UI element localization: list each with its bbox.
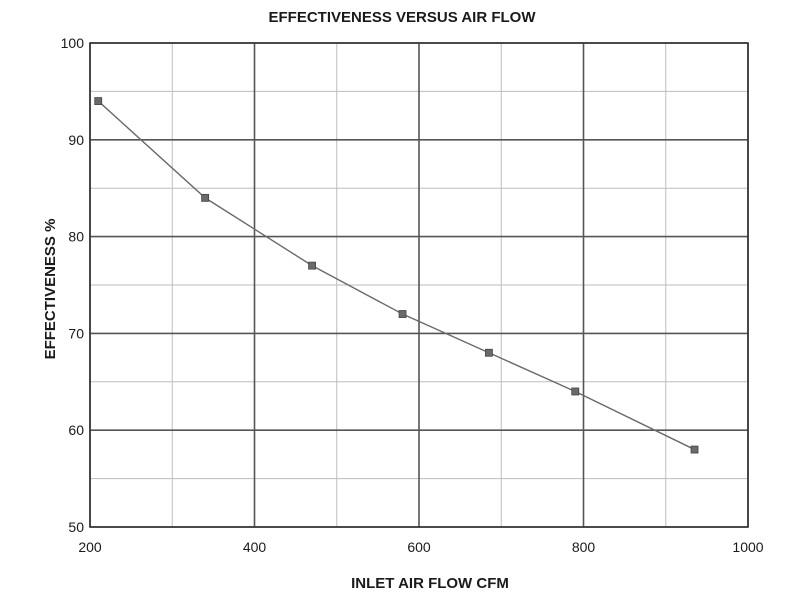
x-tick-label: 800 bbox=[572, 539, 596, 555]
data-point bbox=[485, 348, 493, 357]
data-point bbox=[201, 193, 210, 202]
y-tick-label: 70 bbox=[68, 325, 84, 341]
data-point bbox=[690, 445, 699, 454]
x-tick-label: 600 bbox=[407, 539, 431, 555]
y-tick-label: 90 bbox=[68, 132, 84, 148]
y-tick-label: 100 bbox=[61, 35, 85, 51]
data-point bbox=[398, 310, 407, 318]
data-point bbox=[308, 261, 316, 270]
chart-title: EFFECTIVENESS VERSUS AIR FLOW bbox=[269, 9, 537, 26]
series-line bbox=[97, 100, 695, 451]
x-tick-label: 200 bbox=[78, 539, 102, 555]
data-point bbox=[571, 387, 580, 396]
y-tick-label: 60 bbox=[68, 422, 84, 438]
y-axis-ticks: 50 60 70 80 90 100 bbox=[61, 35, 85, 535]
x-axis-ticks: 200 400 600 800 1000 bbox=[78, 539, 763, 555]
x-axis-label: INLET AIR FLOW CFM bbox=[351, 575, 509, 592]
y-axis-label: EFFECTIVENESS % bbox=[42, 219, 59, 360]
plot-frame bbox=[89, 42, 749, 528]
x-tick-label: 1000 bbox=[732, 539, 763, 555]
data-point bbox=[94, 97, 103, 105]
data-series bbox=[94, 97, 699, 454]
x-tick-label: 400 bbox=[243, 539, 267, 555]
y-tick-label: 50 bbox=[68, 519, 84, 535]
y-tick-label: 80 bbox=[68, 229, 84, 245]
